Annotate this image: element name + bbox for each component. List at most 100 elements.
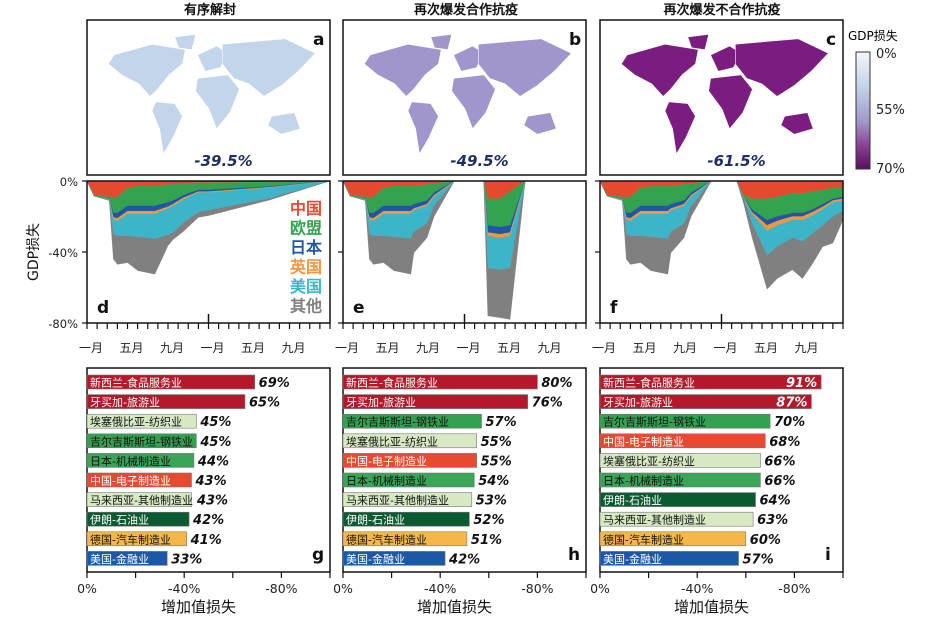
month-label: 一月 <box>79 341 103 355</box>
panel-letter: g <box>312 545 324 565</box>
bar-label: 吉尔吉斯斯坦-钢铁业 <box>603 415 706 429</box>
bar-row: 马来西亚-其他制造业 53% <box>342 492 507 509</box>
panel-letter: c <box>826 30 836 50</box>
continent-australia <box>780 112 814 135</box>
continent-north-america <box>363 43 442 97</box>
world-map <box>107 33 316 155</box>
panel-letter: a <box>313 30 324 50</box>
x-tick-label: 0% <box>333 581 353 596</box>
month-label: 一月 <box>456 341 480 355</box>
bar-label: 吉尔吉斯斯坦-钢铁业 <box>346 415 449 429</box>
month-label: 一月 <box>592 341 616 355</box>
bar-row: 新西兰-食品服务业 69% <box>86 374 290 391</box>
continent-asia <box>478 38 572 97</box>
month-label: 九月 <box>673 341 697 355</box>
bar-row: 伊朗-石油业 52% <box>342 511 504 528</box>
bar-chart-i: 新西兰-食品服务业 91% 牙买加-旅游业 87% 吉尔吉斯斯坦-钢铁业 70% 中国-电子… <box>590 367 844 616</box>
bar-row: 吉尔吉斯斯坦-钢铁业 70% <box>599 413 805 430</box>
bar-value: 64% <box>760 494 791 509</box>
bar-value: 80% <box>541 376 572 391</box>
bar-value: 66% <box>764 454 795 469</box>
continent-australia <box>267 112 301 135</box>
month-label: 五月 <box>375 341 399 355</box>
bar-chart-g: 新西兰-食品服务业 69%牙买加-旅游业 65%埃塞俄比亚-纺织业 45%吉尔吉斯斯坦… <box>77 367 331 616</box>
panel-letter: h <box>568 545 580 565</box>
bar-value: 53% <box>476 494 507 509</box>
x-axis-label: 增加值损失 <box>161 598 236 616</box>
colorbar <box>855 51 871 170</box>
legend-item-欧盟: 欧盟 <box>290 219 322 238</box>
bar-value: 57% <box>743 552 774 567</box>
bar-label: 新西兰-食品服务业 <box>90 376 182 390</box>
y-tick-80: -80% <box>48 317 78 331</box>
x-tick-label: -40% <box>168 581 200 596</box>
x-tick-label: -80% <box>778 581 810 596</box>
bar-value: 44% <box>197 454 229 469</box>
bar <box>342 413 482 429</box>
bar <box>342 453 477 468</box>
continent-south-america <box>407 101 439 155</box>
bar-row: 牙买加-旅游业 65% <box>86 394 280 411</box>
continent-africa <box>708 74 753 130</box>
bar <box>599 394 812 409</box>
month-label: 一月 <box>200 341 224 355</box>
bar-label: 日本-机械制造业 <box>346 474 427 488</box>
month-label: 九月 <box>281 341 305 355</box>
bar <box>86 551 168 566</box>
month-label: 九月 <box>537 341 561 355</box>
x-axis-label: 增加值损失 <box>417 598 492 616</box>
month-label: 五月 <box>241 341 265 355</box>
bar-label: 埃塞俄比亚-纺织业 <box>603 454 695 468</box>
bar <box>599 492 756 507</box>
bar <box>342 433 477 449</box>
bar-label: 牙买加-旅游业 <box>603 395 673 409</box>
bar <box>342 472 475 488</box>
month-label: 五月 <box>119 341 143 355</box>
bar-value: 41% <box>190 533 222 548</box>
x-tick-label: -80% <box>265 581 297 596</box>
bar-row: 德国-汽车制造业 51% <box>342 531 502 548</box>
bar-label: 美国-金融业 <box>603 552 662 566</box>
bar <box>599 511 754 527</box>
bar-row: 埃塞俄比亚-纺织业 66% <box>599 453 796 469</box>
map-gdp-loss-value: -49.5% <box>450 152 508 170</box>
bar-row: 日本-机械制造业 66% <box>599 472 796 489</box>
bar <box>86 394 246 409</box>
x-axis-label: 增加值损失 <box>674 598 749 616</box>
continent-asia <box>735 38 829 97</box>
bar <box>342 531 468 547</box>
bar-label: 日本-机械制造业 <box>603 474 684 488</box>
bar <box>86 433 197 449</box>
bar-row: 中国-电子制造业 55% <box>342 453 512 469</box>
bar-row: 新西兰-食品服务业 91% <box>599 374 822 391</box>
y-tick-0: 0% <box>60 175 78 189</box>
bar-row: 马来西亚-其他制造业 43% <box>86 492 228 509</box>
bar-value: 42% <box>448 552 480 567</box>
continent-south-america <box>151 101 183 155</box>
bar-row: 美国-金融业 33% <box>86 551 202 567</box>
bar-value: 65% <box>249 396 280 411</box>
continent-greenland <box>430 33 453 50</box>
world-map <box>620 33 829 155</box>
bar-label: 新西兰-食品服务业 <box>346 376 438 390</box>
bar-row: 中国-电子制造业 68% <box>599 433 800 450</box>
legend-item-日本: 日本 <box>290 238 322 257</box>
legend-item-美国: 美国 <box>290 277 322 296</box>
bar-label: 吉尔吉斯斯坦-钢铁业 <box>90 434 193 448</box>
bar-label: 中国-电子制造业 <box>90 474 171 488</box>
bar-value: 55% <box>481 454 512 469</box>
bar-value: 66% <box>764 474 795 489</box>
bar <box>342 511 470 527</box>
x-tick-label: -80% <box>521 581 553 596</box>
bar-value: 63% <box>757 513 788 528</box>
bar <box>342 394 528 409</box>
x-tick-label: -40% <box>681 581 713 596</box>
bar-value: 45% <box>199 415 231 430</box>
colorbar-title: GDP损失 <box>848 28 898 43</box>
bar-label: 德国-汽车制造业 <box>603 532 684 546</box>
month-label: 九月 <box>416 341 440 355</box>
bar-value: 57% <box>486 415 517 430</box>
bar-value: 55% <box>481 435 512 450</box>
